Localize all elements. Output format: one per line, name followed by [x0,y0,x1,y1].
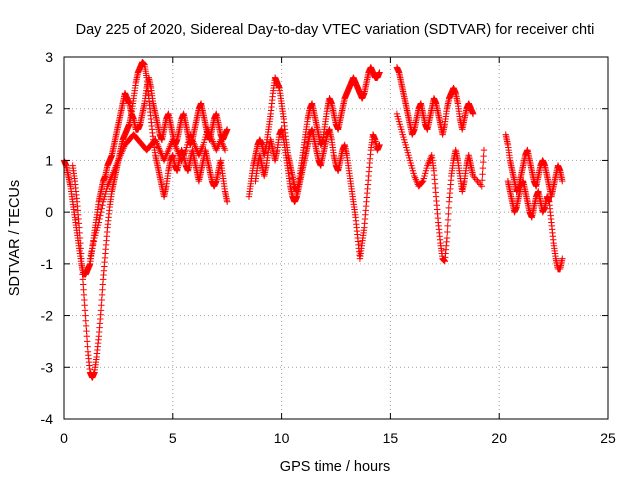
data-point [559,177,566,185]
grid-lines [64,57,608,419]
y-tick-label: 3 [45,49,53,65]
x-tick-label: 10 [274,430,290,446]
data-point [98,205,105,212]
data-point [376,69,383,76]
axis-ticks: 0 5 10 15 20 25 -4 -3 -2 -1 0 1 2 3 [41,49,616,446]
data-point [89,241,97,249]
x-tick-label: 15 [383,430,399,446]
data-point [445,210,452,218]
data-point [480,146,488,154]
data-point [478,177,486,184]
data-point [443,234,451,242]
data-point [559,255,566,262]
y-tick-label: 1 [45,152,53,168]
data-point [221,146,229,154]
data-point [88,248,95,255]
y-tick-label: 2 [45,101,53,117]
data-point [474,177,481,185]
x-axis-title: GPS time / hours [280,459,390,475]
data-point [444,228,451,236]
y-tick-label: -2 [41,308,54,324]
data-point [90,238,97,245]
data-point [224,198,231,205]
data-point [469,110,477,118]
y-tick-label: 0 [45,204,53,220]
data-point [472,176,480,183]
data-point [89,245,96,252]
data-point [99,202,106,209]
y-tick-label: -1 [41,256,54,272]
data-point [87,252,95,259]
data-points [60,58,566,381]
data-point [97,208,105,216]
data-point [96,215,103,223]
data-point [469,172,477,180]
plot-frame [63,56,609,420]
data-point [224,126,231,133]
x-tick-label: 5 [169,430,177,446]
data-point [444,216,452,224]
data-point [86,255,94,262]
x-tick-label: 0 [60,430,68,446]
data-point [376,141,383,149]
chart-title: Day 225 of 2020, Sidereal Day-to-day VTE… [76,22,595,38]
data-point [97,212,104,219]
x-tick-label: 25 [600,430,616,446]
data-point [445,204,452,212]
data-point [419,178,426,186]
data-point [479,171,486,178]
y-tick-label: -4 [41,411,54,427]
data-point [480,152,487,160]
data-point [444,222,451,230]
x-tick-label: 20 [491,430,507,446]
data-point [479,164,487,172]
data-point [478,183,485,190]
y-tick-label: -3 [41,359,54,375]
data-point [95,219,103,226]
y-axis-title: SDTVAR / TECUs [7,180,23,296]
data-point [480,158,487,166]
